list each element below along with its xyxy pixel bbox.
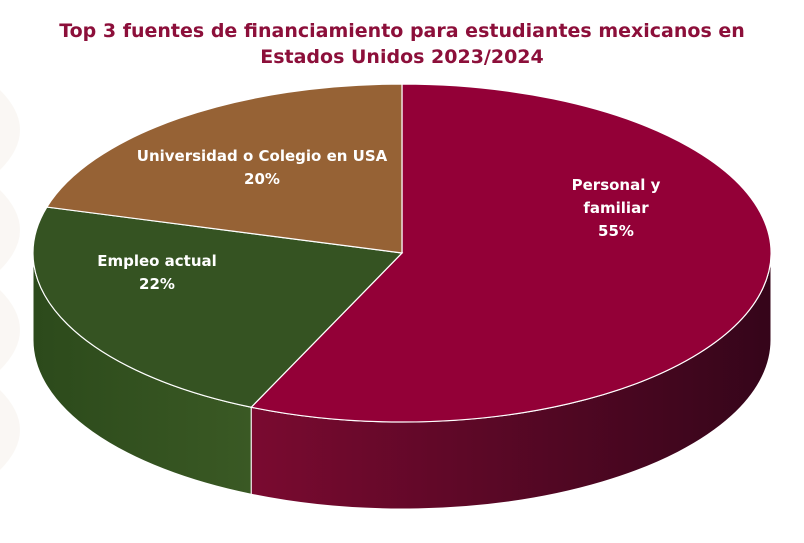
data-label-name-2: Empleo actual [97, 252, 217, 270]
pie-slice-1 [249, 83, 772, 423]
data-label-name-1: Personal y [572, 176, 661, 194]
data-label-value-1: 55% [598, 222, 634, 240]
chart-title: Top 3 fuentes de financiamiento para est… [59, 20, 745, 68]
data-label-value-2: 22% [139, 275, 175, 293]
data-label-name-3: Universidad o Colegio en USA [137, 147, 388, 165]
pie-slice-3 [45, 83, 403, 254]
data-label-name-1: familiar [583, 199, 649, 217]
pie-slice-2 [32, 206, 404, 408]
background-watermark [0, 90, 20, 470]
data-label-value-3: 20% [244, 170, 280, 188]
